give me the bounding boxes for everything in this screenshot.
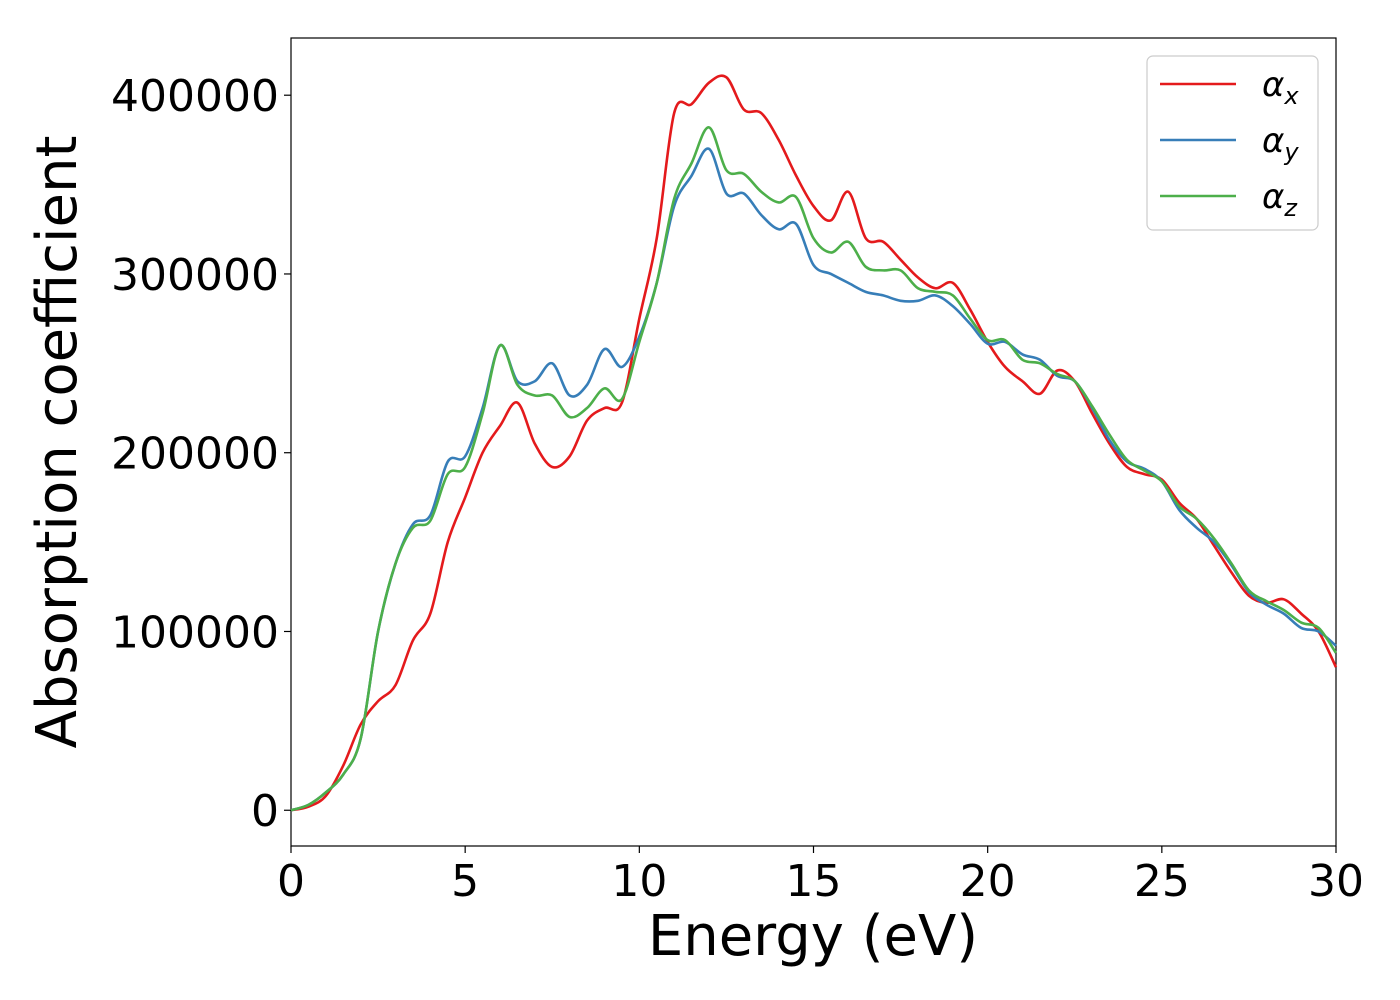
x-tick-label: 10	[611, 856, 667, 907]
series-group	[290, 74, 1338, 812]
x-tick-label: 20	[960, 856, 1016, 907]
y-tick-label: 400000	[111, 71, 279, 122]
x-tick-label: 15	[786, 856, 842, 907]
x-axis-title: Energy (eV)	[648, 904, 978, 969]
series-line-y	[290, 147, 1337, 812]
x-tick-label: 5	[451, 856, 479, 907]
legend-label-x: αx	[1262, 65, 1299, 110]
y-axis: 0 100000 200000 300000 400000	[111, 71, 291, 837]
y-tick-label: 0	[251, 786, 279, 837]
y-axis-title: Absorption coefficient	[25, 136, 90, 749]
y-tick-label: 300000	[111, 250, 279, 301]
legend: αx αy αz	[1146, 55, 1319, 231]
x-tick-label: 25	[1134, 856, 1190, 907]
legend-box	[1146, 55, 1319, 231]
x-tick-label: 0	[277, 856, 305, 907]
legend-label-z: αz	[1262, 177, 1298, 222]
x-axis: 0 5 10 15 20 25 30	[277, 846, 1364, 907]
legend-label-y: αy	[1262, 121, 1299, 166]
x-tick-label: 30	[1308, 856, 1364, 907]
y-tick-label: 100000	[111, 607, 279, 658]
y-tick-label: 200000	[111, 429, 279, 480]
series-line-z	[290, 126, 1338, 812]
